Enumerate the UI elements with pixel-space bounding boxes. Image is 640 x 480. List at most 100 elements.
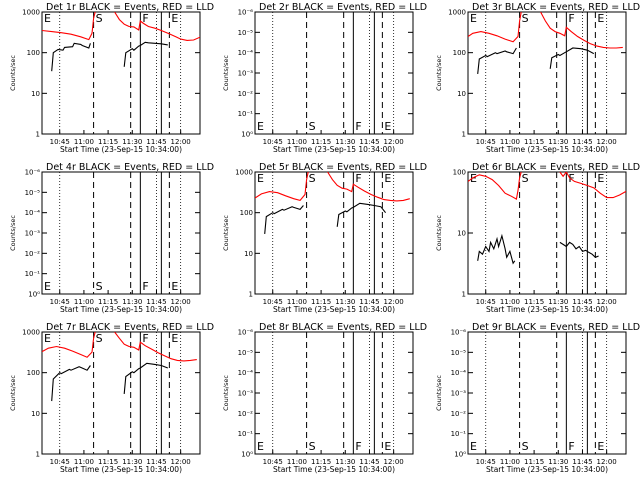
y-tick-label: 10⁻⁴: [238, 49, 254, 57]
y-tick-label: 10⁻⁶: [238, 9, 254, 17]
y-tick-label: 10⁰: [241, 451, 253, 459]
y-tick-label: 1000: [235, 169, 253, 177]
x-tick-label: 11:15: [98, 138, 118, 146]
events-rate-line: [51, 365, 91, 402]
x-tick-label: 11:45: [146, 298, 166, 306]
plot-frame: [41, 171, 201, 295]
y-tick-label: 100: [27, 49, 40, 57]
x-tick-label: 11:30: [548, 298, 568, 306]
plot-frame: [467, 331, 627, 455]
y-tick-label: 100: [453, 169, 466, 177]
y-axis-label: Counts/sec: [9, 375, 17, 411]
marker-label: F: [568, 440, 574, 453]
x-axis-label: Start Time (23-Sep-15 10:34:00): [60, 145, 182, 154]
y-axis-label: Counts/sec: [435, 375, 443, 411]
marker-label: F: [355, 172, 361, 185]
plot-frame: [41, 331, 201, 455]
panel-title: Det 8r BLACK = Events, RED = LLD: [259, 322, 427, 333]
x-tick-label: 11:00: [74, 298, 94, 306]
marker-label: S: [96, 332, 103, 345]
x-axis-label: Start Time (23-Sep-15 10:34:00): [486, 305, 608, 314]
panel-title: Det 2r BLACK = Events, RED = LLD: [259, 2, 427, 13]
x-tick-label: 11:15: [98, 298, 118, 306]
marker-label: E: [171, 12, 178, 25]
marker-label: E: [44, 280, 51, 293]
plot-frame: [254, 11, 414, 135]
x-tick-label: 11:00: [500, 298, 520, 306]
x-axis-label: Start Time (23-Sep-15 10:34:00): [486, 145, 608, 154]
plot-frame: [467, 11, 627, 135]
y-tick-label: 10: [457, 230, 466, 238]
y-tick-label: 10⁻³: [238, 390, 254, 398]
y-tick-label: 10⁻¹: [25, 270, 41, 278]
marker-label: E: [257, 440, 264, 453]
plot-frame: [467, 171, 627, 295]
x-tick-label: 11:15: [524, 298, 544, 306]
x-tick-label: 10:45: [50, 298, 70, 306]
x-tick-label: 12:00: [597, 458, 617, 466]
lld-rate-line: [42, 12, 96, 41]
y-tick-label: 10⁰: [454, 451, 466, 459]
marker-label: F: [355, 440, 361, 453]
x-tick-label: 12:00: [171, 298, 191, 306]
x-tick-label: 10:45: [476, 298, 496, 306]
panel-det-2: Det 2r BLACK = Events, RED = LLD E S F E 10⁰ 1…: [222, 2, 427, 154]
y-tick-label: 1: [462, 291, 466, 299]
y-tick-label: 10⁻⁵: [25, 189, 41, 197]
y-tick-label: 100: [240, 209, 253, 217]
x-tick-label: 11:30: [548, 138, 568, 146]
y-tick-label: 1: [462, 131, 466, 139]
plot-frame: [41, 11, 201, 135]
y-tick-label: 10⁻⁵: [238, 29, 254, 37]
marker-label: S: [522, 12, 529, 25]
y-tick-label: 10⁻¹: [451, 430, 467, 438]
x-tick-label: 12:00: [597, 138, 617, 146]
x-tick-label: 10:45: [263, 458, 283, 466]
y-axis-label: Counts/sec: [222, 375, 230, 411]
lld-rate-line: [468, 172, 522, 200]
panel-title: Det 7r BLACK = Events, RED = LLD: [46, 322, 214, 333]
y-tick-label: 10⁻²: [451, 410, 467, 418]
y-tick-label: 10⁻²: [238, 410, 254, 418]
x-tick-label: 11:15: [98, 458, 118, 466]
x-tick-label: 12:00: [171, 138, 191, 146]
x-tick-label: 12:00: [384, 298, 404, 306]
x-tick-label: 11:45: [146, 138, 166, 146]
y-tick-label: 10⁻⁵: [451, 349, 467, 357]
marker-label: E: [171, 332, 178, 345]
marker-label: E: [44, 332, 51, 345]
x-tick-label: 11:15: [311, 138, 331, 146]
y-tick-label: 10: [31, 90, 40, 98]
y-axis-label: Counts/sec: [9, 55, 17, 91]
marker-label: F: [142, 332, 148, 345]
events-rate-line: [477, 47, 517, 74]
x-axis-label: Start Time (23-Sep-15 10:34:00): [60, 305, 182, 314]
y-tick-label: 10⁻⁶: [451, 329, 467, 337]
y-tick-label: 10⁻³: [451, 390, 467, 398]
panel-title: Det 3r BLACK = Events, RED = LLD: [472, 2, 640, 13]
marker-label: S: [309, 172, 316, 185]
x-tick-label: 11:00: [500, 458, 520, 466]
panel-title: Det 5r BLACK = Events, RED = LLD: [259, 162, 427, 173]
x-tick-label: 11:45: [572, 298, 592, 306]
x-tick-label: 10:45: [50, 138, 70, 146]
marker-label: E: [384, 120, 391, 133]
y-tick-label: 10⁻²: [238, 90, 254, 98]
x-tick-label: 10:45: [476, 458, 496, 466]
panel-title: Det 4r BLACK = Events, RED = LLD: [46, 162, 214, 173]
plot-frame: [254, 171, 414, 295]
panel-det-9: Det 9r BLACK = Events, RED = LLD E S F E 10⁰ 1…: [435, 322, 640, 474]
lld-rate-line: [540, 12, 623, 49]
x-tick-label: 11:00: [74, 138, 94, 146]
lld-rate-line: [327, 172, 410, 202]
marker-label: S: [309, 440, 316, 453]
y-axis-label: Counts/sec: [435, 215, 443, 251]
y-tick-label: 10: [31, 410, 40, 418]
marker-label: S: [96, 12, 103, 25]
events-rate-line: [559, 241, 599, 258]
x-axis-label: Start Time (23-Sep-15 10:34:00): [486, 465, 608, 474]
x-tick-label: 11:00: [500, 138, 520, 146]
marker-label: E: [470, 440, 477, 453]
